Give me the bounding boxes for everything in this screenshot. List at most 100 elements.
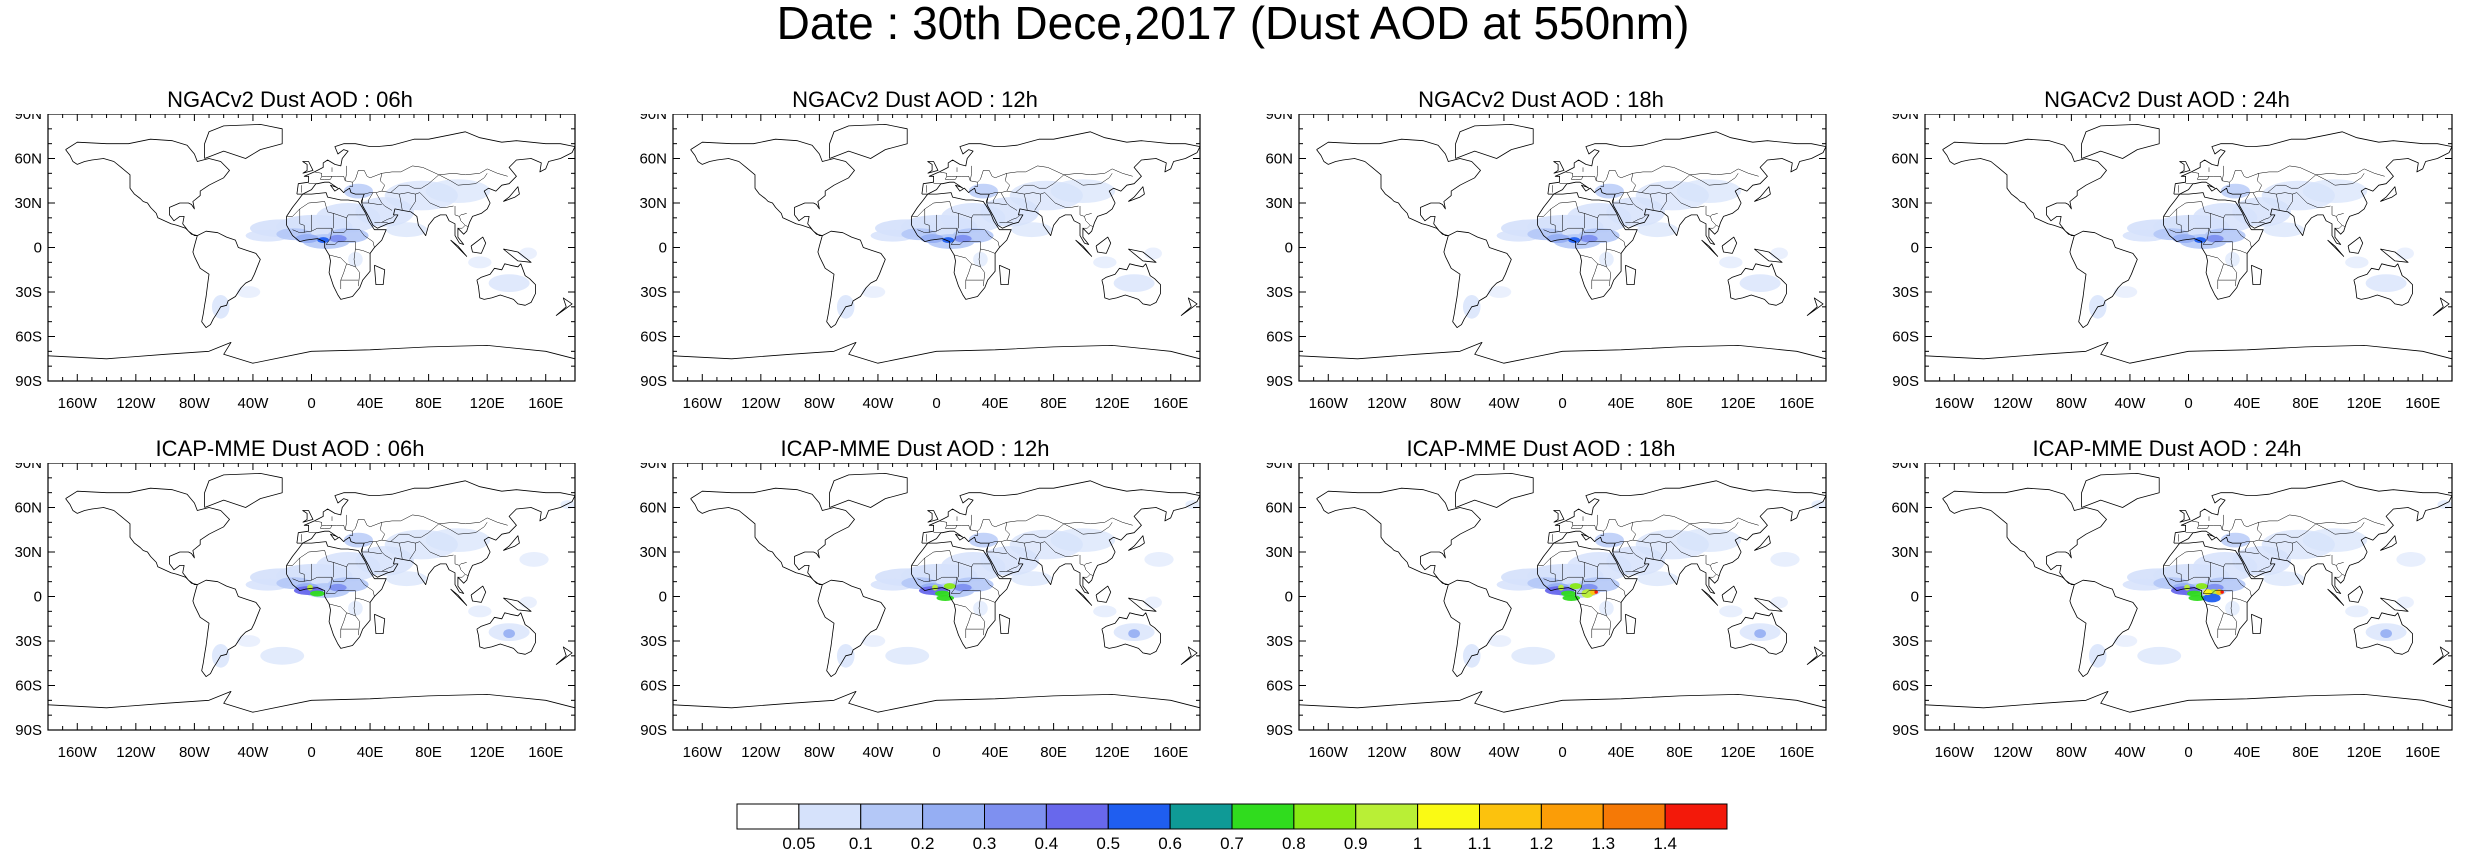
colorbar-box — [736, 803, 800, 830]
border — [1600, 182, 1604, 187]
axis-ticks — [1298, 463, 1827, 731]
dust-patch — [519, 596, 537, 609]
longitude-label: 0 — [307, 744, 315, 761]
coastline — [1075, 588, 1093, 606]
longitude-label: 80W — [179, 744, 211, 761]
longitude-label: 160E — [2405, 395, 2440, 412]
dust-aod-field — [2088, 179, 2414, 319]
border — [1006, 563, 1021, 572]
border — [1565, 171, 1584, 180]
dust-patch — [2396, 247, 2414, 260]
coastline — [1547, 131, 1827, 245]
latitude-label: 60S — [1266, 678, 1293, 695]
coastline — [829, 472, 908, 508]
country-borders — [2163, 165, 2385, 289]
border — [1689, 522, 1739, 535]
panel-title: ICAP-MME Dust AOD : 12h — [780, 436, 1050, 461]
axis-ticks — [672, 463, 1201, 731]
coastline — [555, 297, 573, 317]
coastline — [1942, 138, 2107, 236]
map-frame — [1924, 114, 2453, 382]
longitude-label: 120E — [1095, 395, 1130, 412]
dust-patch — [2137, 646, 2182, 665]
border — [1024, 192, 1079, 208]
world-map: 90N 60N 30N 0 30S 60S 90S 160W 120W 80W 40W 0 40E 80E… — [14, 114, 576, 412]
coastline — [65, 487, 230, 585]
country-borders — [2163, 514, 2385, 638]
panel-title: NGACv2 Dust AOD : 24h — [2044, 87, 2290, 112]
border — [1613, 192, 1625, 204]
longitude-label: 120E — [2347, 395, 2382, 412]
map-frame — [1298, 463, 1827, 731]
latitude-label: 60N — [14, 151, 42, 168]
coastline — [2081, 472, 2160, 508]
border — [978, 590, 986, 636]
border — [2232, 248, 2248, 254]
border — [1000, 190, 1028, 211]
longitude-label: 120E — [470, 744, 505, 761]
longitude-label: 80W — [2056, 395, 2088, 412]
border — [1034, 194, 1041, 211]
border — [1632, 563, 1647, 572]
latitude-label: 30S — [1266, 633, 1293, 650]
colorbar-box — [860, 803, 924, 830]
border — [321, 176, 346, 181]
dust-patch — [1599, 600, 1614, 616]
map-panel: ICAP-MME Dust AOD : 06h 90N 60N 30N 0 30S 60S 9… — [10, 437, 576, 787]
longitude-label: 80E — [2292, 744, 2319, 761]
border — [2267, 174, 2317, 193]
longitude-label: 80W — [2056, 744, 2088, 761]
latitude-label: 30N — [1265, 544, 1293, 561]
border — [989, 541, 1018, 560]
coastline — [1101, 612, 1161, 655]
coastline — [476, 612, 536, 655]
coastline — [1924, 341, 2453, 364]
longitude-label: 40W — [1489, 744, 1521, 761]
dust-patch — [2206, 234, 2224, 243]
border — [1600, 531, 1604, 536]
coastline — [476, 263, 536, 306]
border — [1084, 216, 1094, 227]
border — [1641, 523, 1691, 542]
latitude-label: 90N — [1891, 114, 1919, 123]
dust-patch — [348, 251, 363, 267]
latitude-label: 60N — [639, 151, 667, 168]
latitude-label: 90S — [1266, 373, 1293, 390]
border — [1537, 201, 1598, 233]
dust-patch — [885, 646, 930, 665]
axis-ticks — [672, 114, 1201, 382]
border — [2315, 522, 2365, 535]
border — [1660, 543, 1667, 560]
border — [1708, 574, 1717, 578]
border — [1604, 241, 1612, 287]
border — [1006, 214, 1021, 223]
longitude-label: 160W — [1935, 744, 1975, 761]
border — [1604, 590, 1612, 636]
longitude-label: 160E — [528, 395, 563, 412]
longitude-label: 120E — [1095, 744, 1130, 761]
main-title: Date : 30th Dece,2017 (Dust AOD at 550nm… — [776, 0, 1690, 49]
dust-patch — [1676, 179, 1742, 203]
dust-patch — [343, 183, 373, 199]
map-panel: ICAP-MME Dust AOD : 12h 90N 60N 30N 0 30S 60S 9… — [635, 436, 1201, 787]
dust-patch — [2302, 528, 2368, 552]
border — [1631, 514, 1759, 541]
border — [346, 263, 356, 268]
coastline — [2179, 161, 2191, 174]
border — [1626, 539, 1654, 560]
border — [286, 550, 347, 582]
border — [1597, 563, 1617, 567]
latitude-label: 90S — [15, 722, 42, 739]
latitude-label: 90N — [1891, 463, 1919, 472]
coastline — [192, 579, 261, 678]
dust-patch — [1487, 286, 1512, 298]
coastline — [672, 341, 1201, 364]
dust-patch — [861, 286, 886, 298]
border — [2176, 557, 2182, 582]
dust-patch — [1113, 274, 1155, 292]
border — [993, 551, 1007, 554]
border — [939, 520, 958, 529]
border — [2245, 202, 2259, 205]
colorbar-box — [1355, 803, 1419, 830]
dust-aod-field — [2088, 500, 2452, 668]
